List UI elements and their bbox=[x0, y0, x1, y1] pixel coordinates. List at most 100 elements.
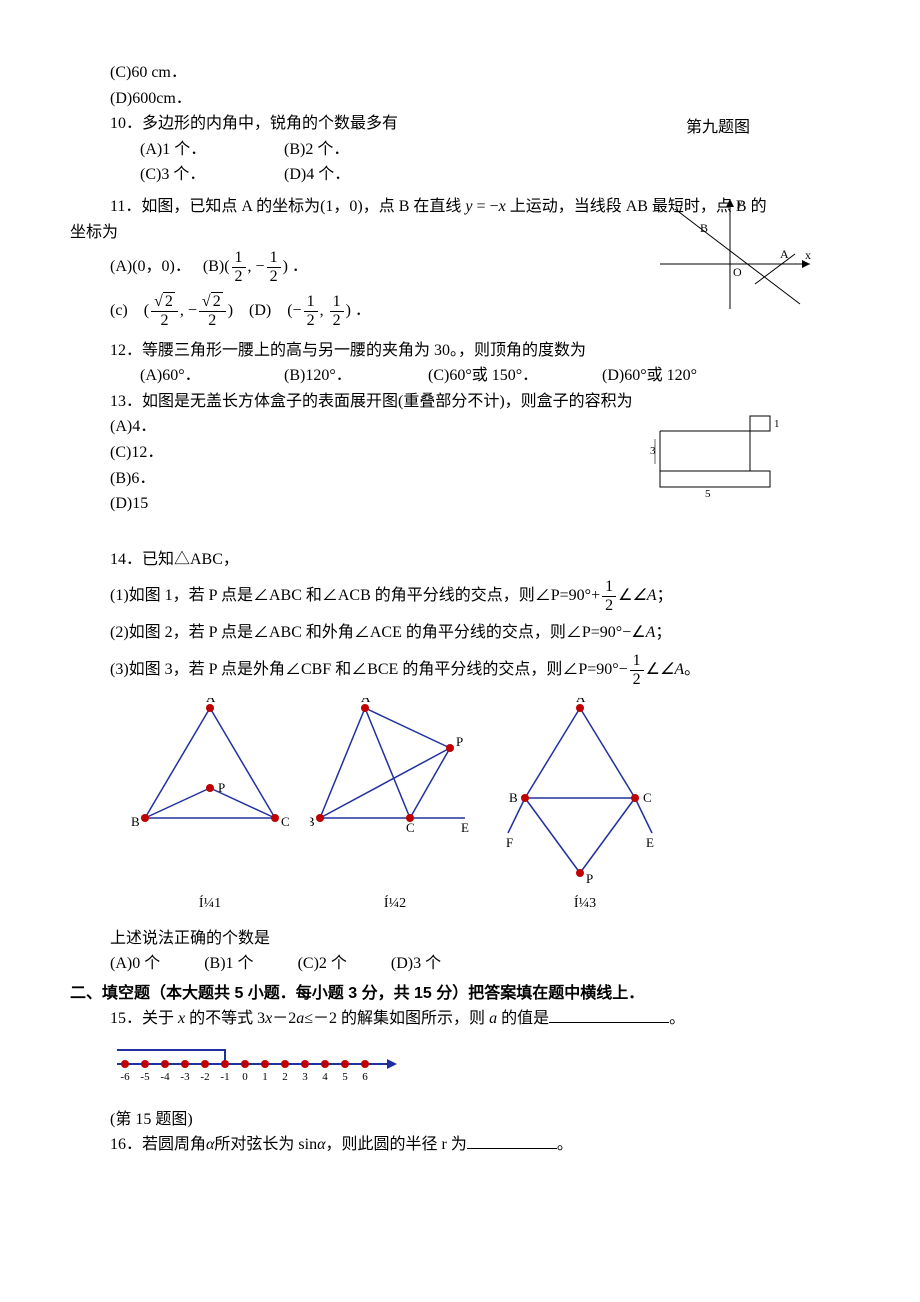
q11-optD-suf: ) ． bbox=[346, 302, 371, 319]
q14-fig3: ABCPFE bbox=[500, 698, 670, 888]
q12-options: (A)60°． (B)120°． (C)60°或 150°． (D)60°或 1… bbox=[140, 363, 850, 389]
q9-block: (C)60 cm． (D)600cm． 第九题图 10．多边形的内角中，锐角的个… bbox=[70, 60, 850, 188]
q14-l3a: (3)如图 3，若 P 点是外角∠CBF 和∠BCE 的角平分线的交点，则∠P=… bbox=[110, 661, 628, 678]
q9-optC: (C)60 cm． bbox=[110, 60, 850, 86]
q14-l1b: ∠∠A bbox=[618, 587, 656, 604]
q14-l3b: ∠∠A bbox=[646, 661, 684, 678]
svg-text:5: 5 bbox=[342, 1071, 348, 1083]
q11-optB-d2: 2 bbox=[267, 268, 281, 286]
q12-optC: (C)60°或 150°． bbox=[428, 363, 598, 389]
svg-text:P: P bbox=[586, 871, 593, 886]
q10-options-row1: (A)1 个． (B)2 个． bbox=[140, 137, 850, 163]
q9-optD: (D)600cm． bbox=[110, 86, 850, 112]
q14-line1: (1)如图 1，若 P 点是∠ABC 和∠ACB 的角平分线的交点，则∠P=90… bbox=[110, 578, 850, 614]
svg-text:B: B bbox=[509, 790, 518, 805]
q12-optA: (A)60°． bbox=[140, 363, 280, 389]
q10-optD: (D)4 个． bbox=[284, 162, 424, 188]
q11-figure: y x O A B bbox=[640, 194, 820, 323]
svg-text:1: 1 bbox=[262, 1071, 268, 1083]
q14-l2a: (2)如图 2，若 P 点是∠ABC 和外角∠ACE 的角平分线的交点，则∠P=… bbox=[110, 624, 646, 641]
q11-optB-n2: 1 bbox=[267, 249, 281, 268]
q11-optD: (D) (−12, 12) ． bbox=[249, 302, 371, 319]
q14-l1a: (1)如图 1，若 P 点是∠ABC 和∠ACB 的角平分线的交点，则∠P=90… bbox=[110, 587, 600, 604]
svg-text:E: E bbox=[646, 835, 654, 850]
q11-optD-mid: , bbox=[320, 302, 328, 319]
q14-line3: (3)如图 3，若 P 点是外角∠CBF 和∠BCE 的角平分线的交点，则∠P=… bbox=[110, 652, 850, 688]
svg-text:2: 2 bbox=[282, 1071, 288, 1083]
q12-optD: (D)60°或 120° bbox=[602, 367, 697, 384]
q13-label-5: 5 bbox=[705, 488, 711, 499]
q16-alpha2: α bbox=[317, 1136, 325, 1153]
q14-options: (A)0 个 (B)1 个 (C)2 个 (D)3 个 bbox=[110, 951, 850, 977]
q16-c: ，则此圆的半径 r 为 bbox=[326, 1136, 467, 1153]
q11-optC-mid: , − bbox=[180, 302, 197, 319]
q14-stem: 14．已知△ABC， bbox=[110, 547, 850, 573]
q10-options-row2: (C)3 个． (D)4 个． bbox=[140, 162, 850, 188]
q13-label-1: 1 bbox=[774, 418, 780, 430]
q15-e: 的值是 bbox=[497, 1010, 549, 1027]
q11-optB-d1: 2 bbox=[232, 268, 246, 286]
svg-text:C: C bbox=[281, 814, 290, 829]
q14-optC: (C)2 个 bbox=[298, 951, 347, 977]
svg-text:3: 3 bbox=[302, 1071, 308, 1083]
q14-l1n: 1 bbox=[602, 578, 616, 597]
q14-l3n: 1 bbox=[630, 652, 644, 671]
svg-text:F: F bbox=[506, 835, 513, 850]
svg-text:A: A bbox=[206, 698, 216, 705]
q15-blank bbox=[549, 1006, 669, 1023]
svg-text:B: B bbox=[310, 814, 315, 829]
svg-text:E: E bbox=[461, 820, 469, 835]
q11-optB-mid: , − bbox=[248, 258, 265, 275]
q11-block: 11．如图，已知点 A 的坐标为(1，0)，点 B 在直线 y = −x 上运动… bbox=[70, 194, 850, 330]
svg-text:-4: -4 bbox=[160, 1071, 170, 1083]
svg-text:-5: -5 bbox=[140, 1071, 150, 1083]
q15-c: －2 bbox=[272, 1010, 296, 1027]
q14-l1c: ； bbox=[657, 587, 673, 604]
q15-a2: a bbox=[489, 1010, 497, 1027]
q14-fig2: ABCPE bbox=[310, 698, 480, 838]
q15-d: ≤－2 的解集如图所示，则 bbox=[304, 1010, 489, 1027]
q16-stem: 16．若圆周角α所对弦长为 sinα，则此圆的半径 r 为。 bbox=[110, 1132, 850, 1158]
q14-l3d: 2 bbox=[630, 671, 644, 689]
q11-optD-n1: 1 bbox=[304, 293, 318, 312]
q11-eq-mid: = − bbox=[473, 198, 499, 215]
svg-text:4: 4 bbox=[322, 1071, 328, 1083]
q13-figure: 3 1 5 bbox=[640, 409, 790, 508]
q14-l1-A: ∠A bbox=[632, 587, 656, 604]
q11-label-y: y bbox=[737, 195, 743, 209]
q15-figure: -6-5-4-3-2-10123456 bbox=[110, 1042, 850, 1101]
q11-optC-pre: (c) ( bbox=[110, 302, 149, 319]
q14-cap2: Í¼2 bbox=[310, 893, 480, 915]
q11-eq-y: y bbox=[465, 198, 472, 215]
q14-l2b: A bbox=[646, 624, 656, 641]
svg-text:A: A bbox=[361, 698, 371, 705]
q14-captions: Í¼1 Í¼2 Í¼3 bbox=[130, 893, 850, 915]
q14-l3-A: ∠A bbox=[660, 661, 684, 678]
q11-optD-d1: 2 bbox=[304, 312, 318, 330]
q11-optC-d2: 2 bbox=[199, 312, 226, 330]
q11-eq-x: x bbox=[499, 198, 506, 215]
svg-text:-1: -1 bbox=[220, 1071, 229, 1083]
q11-optD-pre: (D) (− bbox=[249, 302, 302, 319]
q11-optA: (A)(0，0)． bbox=[110, 258, 191, 275]
q16-a: 16．若圆周角 bbox=[110, 1136, 206, 1153]
svg-text:C: C bbox=[643, 790, 652, 805]
q14-conclusion: 上述说法正确的个数是 bbox=[110, 926, 850, 952]
q14-optA: (A)0 个 bbox=[110, 951, 160, 977]
section2-head: 二、填空题（本大题共 5 小题．每小题 3 分，共 15 分）把答案填在题中横线… bbox=[70, 981, 850, 1007]
q10-optB: (B)2 个． bbox=[284, 137, 424, 163]
q15-f: 。 bbox=[669, 1010, 685, 1027]
svg-text:0: 0 bbox=[242, 1071, 248, 1083]
q15-svg: -6-5-4-3-2-10123456 bbox=[110, 1042, 410, 1092]
q12-stem: 12．等腰三角形一腰上的高与另一腰的夹角为 30。，则顶角的度数为 bbox=[110, 338, 850, 364]
svg-text:B: B bbox=[131, 814, 140, 829]
q11-optC-d1: 2 bbox=[151, 312, 178, 330]
q15-stem: 15．关于 x 的不等式 3x－2a≤－2 的解集如图所示，则 a 的值是。 bbox=[110, 1006, 850, 1032]
q16-d: 。 bbox=[557, 1136, 573, 1153]
q11-optD-d2: 2 bbox=[330, 312, 344, 330]
q11-optC-r2: 2 bbox=[211, 292, 223, 310]
q15-a: 15．关于 bbox=[110, 1010, 178, 1027]
q16-b: 所对弦长为 sin bbox=[214, 1136, 317, 1153]
q10-optA: (A)1 个． bbox=[140, 137, 280, 163]
q14-block: 14．已知△ABC， (1)如图 1，若 P 点是∠ABC 和∠ACB 的角平分… bbox=[70, 547, 850, 977]
